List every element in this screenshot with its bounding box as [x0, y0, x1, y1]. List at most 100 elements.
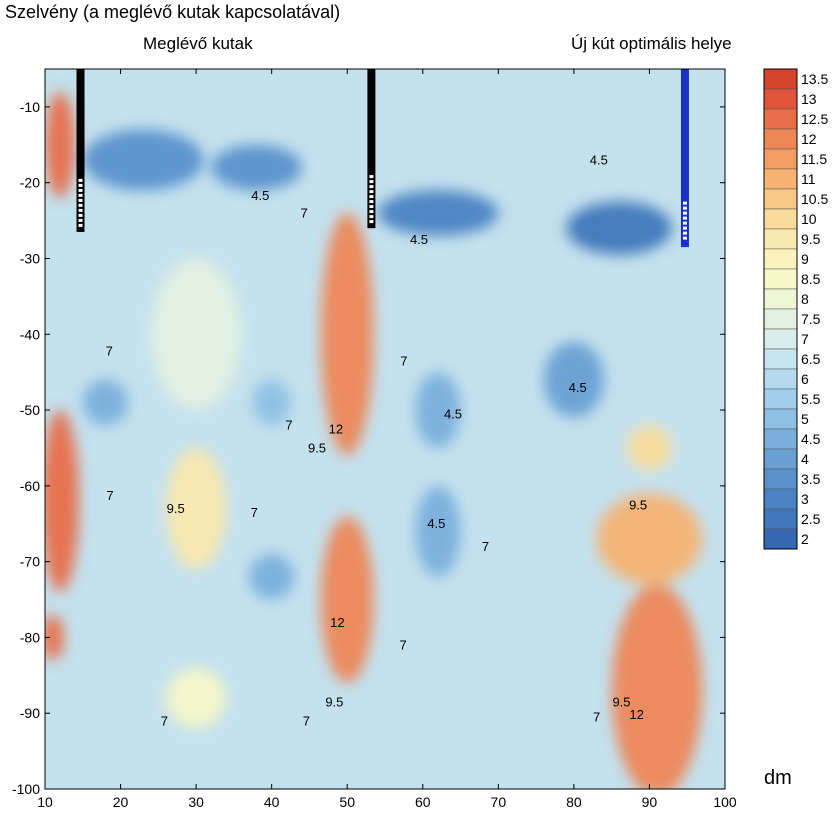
colorbar-swatch	[763, 268, 798, 290]
field-blob-19	[82, 379, 129, 426]
field-blob-20	[252, 379, 291, 426]
field-blob-6	[165, 447, 227, 570]
field-blob-1	[45, 91, 76, 198]
contour-label-6: 7	[400, 353, 407, 368]
field-layer	[45, 91, 703, 789]
colorbar-swatch	[763, 428, 798, 450]
field-blob-8	[150, 258, 242, 411]
colorbar-label: 4.5	[801, 431, 821, 447]
unit-label: dm	[764, 767, 792, 789]
colorbar-label: 13.5	[801, 71, 828, 87]
contour-label-25: 12	[629, 707, 643, 722]
colorbar-swatch	[763, 308, 798, 330]
colorbar-swatch	[763, 128, 798, 150]
contour-label-8: 4.5	[569, 380, 587, 395]
existing-wells-annotation: Meglévő kutak	[143, 34, 253, 53]
x-tick-label: 100	[713, 794, 737, 810]
chart-title: Szelvény (a meglévő kutak kapcsolatával)	[5, 2, 340, 22]
field-blob-16	[543, 341, 605, 418]
contour-label-1: 4.5	[251, 188, 269, 203]
colorbar-swatch	[763, 408, 798, 430]
existing-well-1-screen-slot	[78, 183, 83, 187]
field-blob-10	[596, 493, 703, 585]
y-tick-label: -20	[20, 175, 40, 191]
field-blob-11	[626, 425, 673, 471]
colorbar-swatch	[763, 348, 798, 370]
plot-frame	[44, 68, 726, 790]
colorbar-swatch	[763, 368, 798, 390]
existing-well-1-screen-slot	[78, 198, 83, 202]
colorbar-label: 5	[801, 411, 809, 427]
existing-well-2-screen-slot	[369, 215, 374, 219]
existing-well-2-screen-slot	[369, 185, 374, 189]
field-blob-2	[45, 410, 79, 592]
colorbar-label: 4	[801, 451, 809, 467]
new-well-screen-slot	[682, 206, 687, 210]
existing-well-2-screen-slot	[369, 190, 374, 194]
field-blob-4	[320, 213, 374, 456]
existing-well-2-screen-slot	[369, 195, 374, 199]
x-tick-label: 60	[415, 794, 431, 810]
existing-well-2	[367, 69, 376, 229]
contour-label-22: 7	[303, 713, 310, 728]
colorbar-label: 3.5	[801, 471, 821, 487]
colorbar-label: 6	[801, 371, 809, 387]
field-blob-17	[415, 372, 461, 448]
colorbar-label: 6.5	[801, 351, 821, 367]
x-tick-label: 80	[566, 794, 582, 810]
new-well-screen-slot	[682, 201, 687, 205]
colorbar-swatch	[763, 148, 798, 170]
existing-well-1-screen-slot	[78, 223, 83, 227]
colorbar-swatch	[763, 228, 798, 250]
contour-label-21: 9.5	[325, 694, 343, 709]
colorbar-swatch	[763, 468, 798, 490]
existing-well-1-screen-slot	[78, 218, 83, 222]
existing-well-1-screen-slot	[78, 178, 83, 182]
field-blob-15	[566, 201, 673, 255]
field-blob-3	[45, 614, 64, 661]
colorbar-label: 2	[801, 531, 809, 547]
y-tick-label: -30	[20, 250, 40, 266]
field-blob-9	[611, 584, 703, 789]
colorbar-swatch	[763, 528, 798, 550]
axis-layer: 10 20 30 40 50 60 70 80 90 100 -10 -20 -30 -40 -50 -60 -…	[12, 69, 737, 810]
colorbar-swatch	[763, 448, 798, 470]
contour-label-24: 9.5	[612, 694, 630, 709]
contour-label-17: 7	[482, 539, 489, 554]
existing-well-2-screen-slot	[369, 180, 374, 184]
colorbar-label: 8.5	[801, 271, 821, 287]
x-tick-label: 50	[339, 794, 355, 810]
new-well-screen-slot	[682, 236, 687, 240]
contour-label-13: 9.5	[167, 501, 185, 516]
new-well-screen-slot	[682, 221, 687, 225]
colorbar-swatch	[763, 328, 798, 350]
contour-label-4: 4.5	[590, 152, 608, 167]
y-tick-label: -90	[20, 705, 40, 721]
existing-well-1-screen-slot	[78, 208, 83, 212]
colorbar-swatch	[763, 488, 798, 510]
contour-label-2: 7	[301, 206, 308, 221]
colorbar-swatch	[763, 88, 798, 110]
contour-label-3: 4.5	[410, 232, 428, 247]
new-well-screen-slot	[682, 226, 687, 230]
colorbar-label: 9.5	[801, 231, 821, 247]
colorbar-label: 11.5	[801, 151, 827, 167]
contour-label-23: 7	[593, 710, 600, 725]
new-well-screen-slot	[682, 211, 687, 215]
contour-label-20: 7	[161, 713, 168, 728]
contour-label-19: 7	[400, 638, 407, 653]
y-tick-label: -10	[20, 99, 40, 115]
y-tick-label: -100	[12, 781, 40, 797]
colorbar-label: 12.5	[801, 111, 828, 127]
existing-well-2-screen-slot	[369, 205, 374, 209]
existing-well-2-screen-slot	[369, 200, 374, 204]
field-blob-12	[82, 129, 204, 191]
new-well-screen-slot	[682, 216, 687, 220]
existing-well-1-screen-slot	[78, 213, 83, 217]
contour-label-18: 12	[330, 615, 344, 630]
colorbar-label: 2.5	[801, 511, 821, 527]
field-blob-18	[415, 485, 461, 577]
colorbar-swatch	[763, 68, 798, 90]
